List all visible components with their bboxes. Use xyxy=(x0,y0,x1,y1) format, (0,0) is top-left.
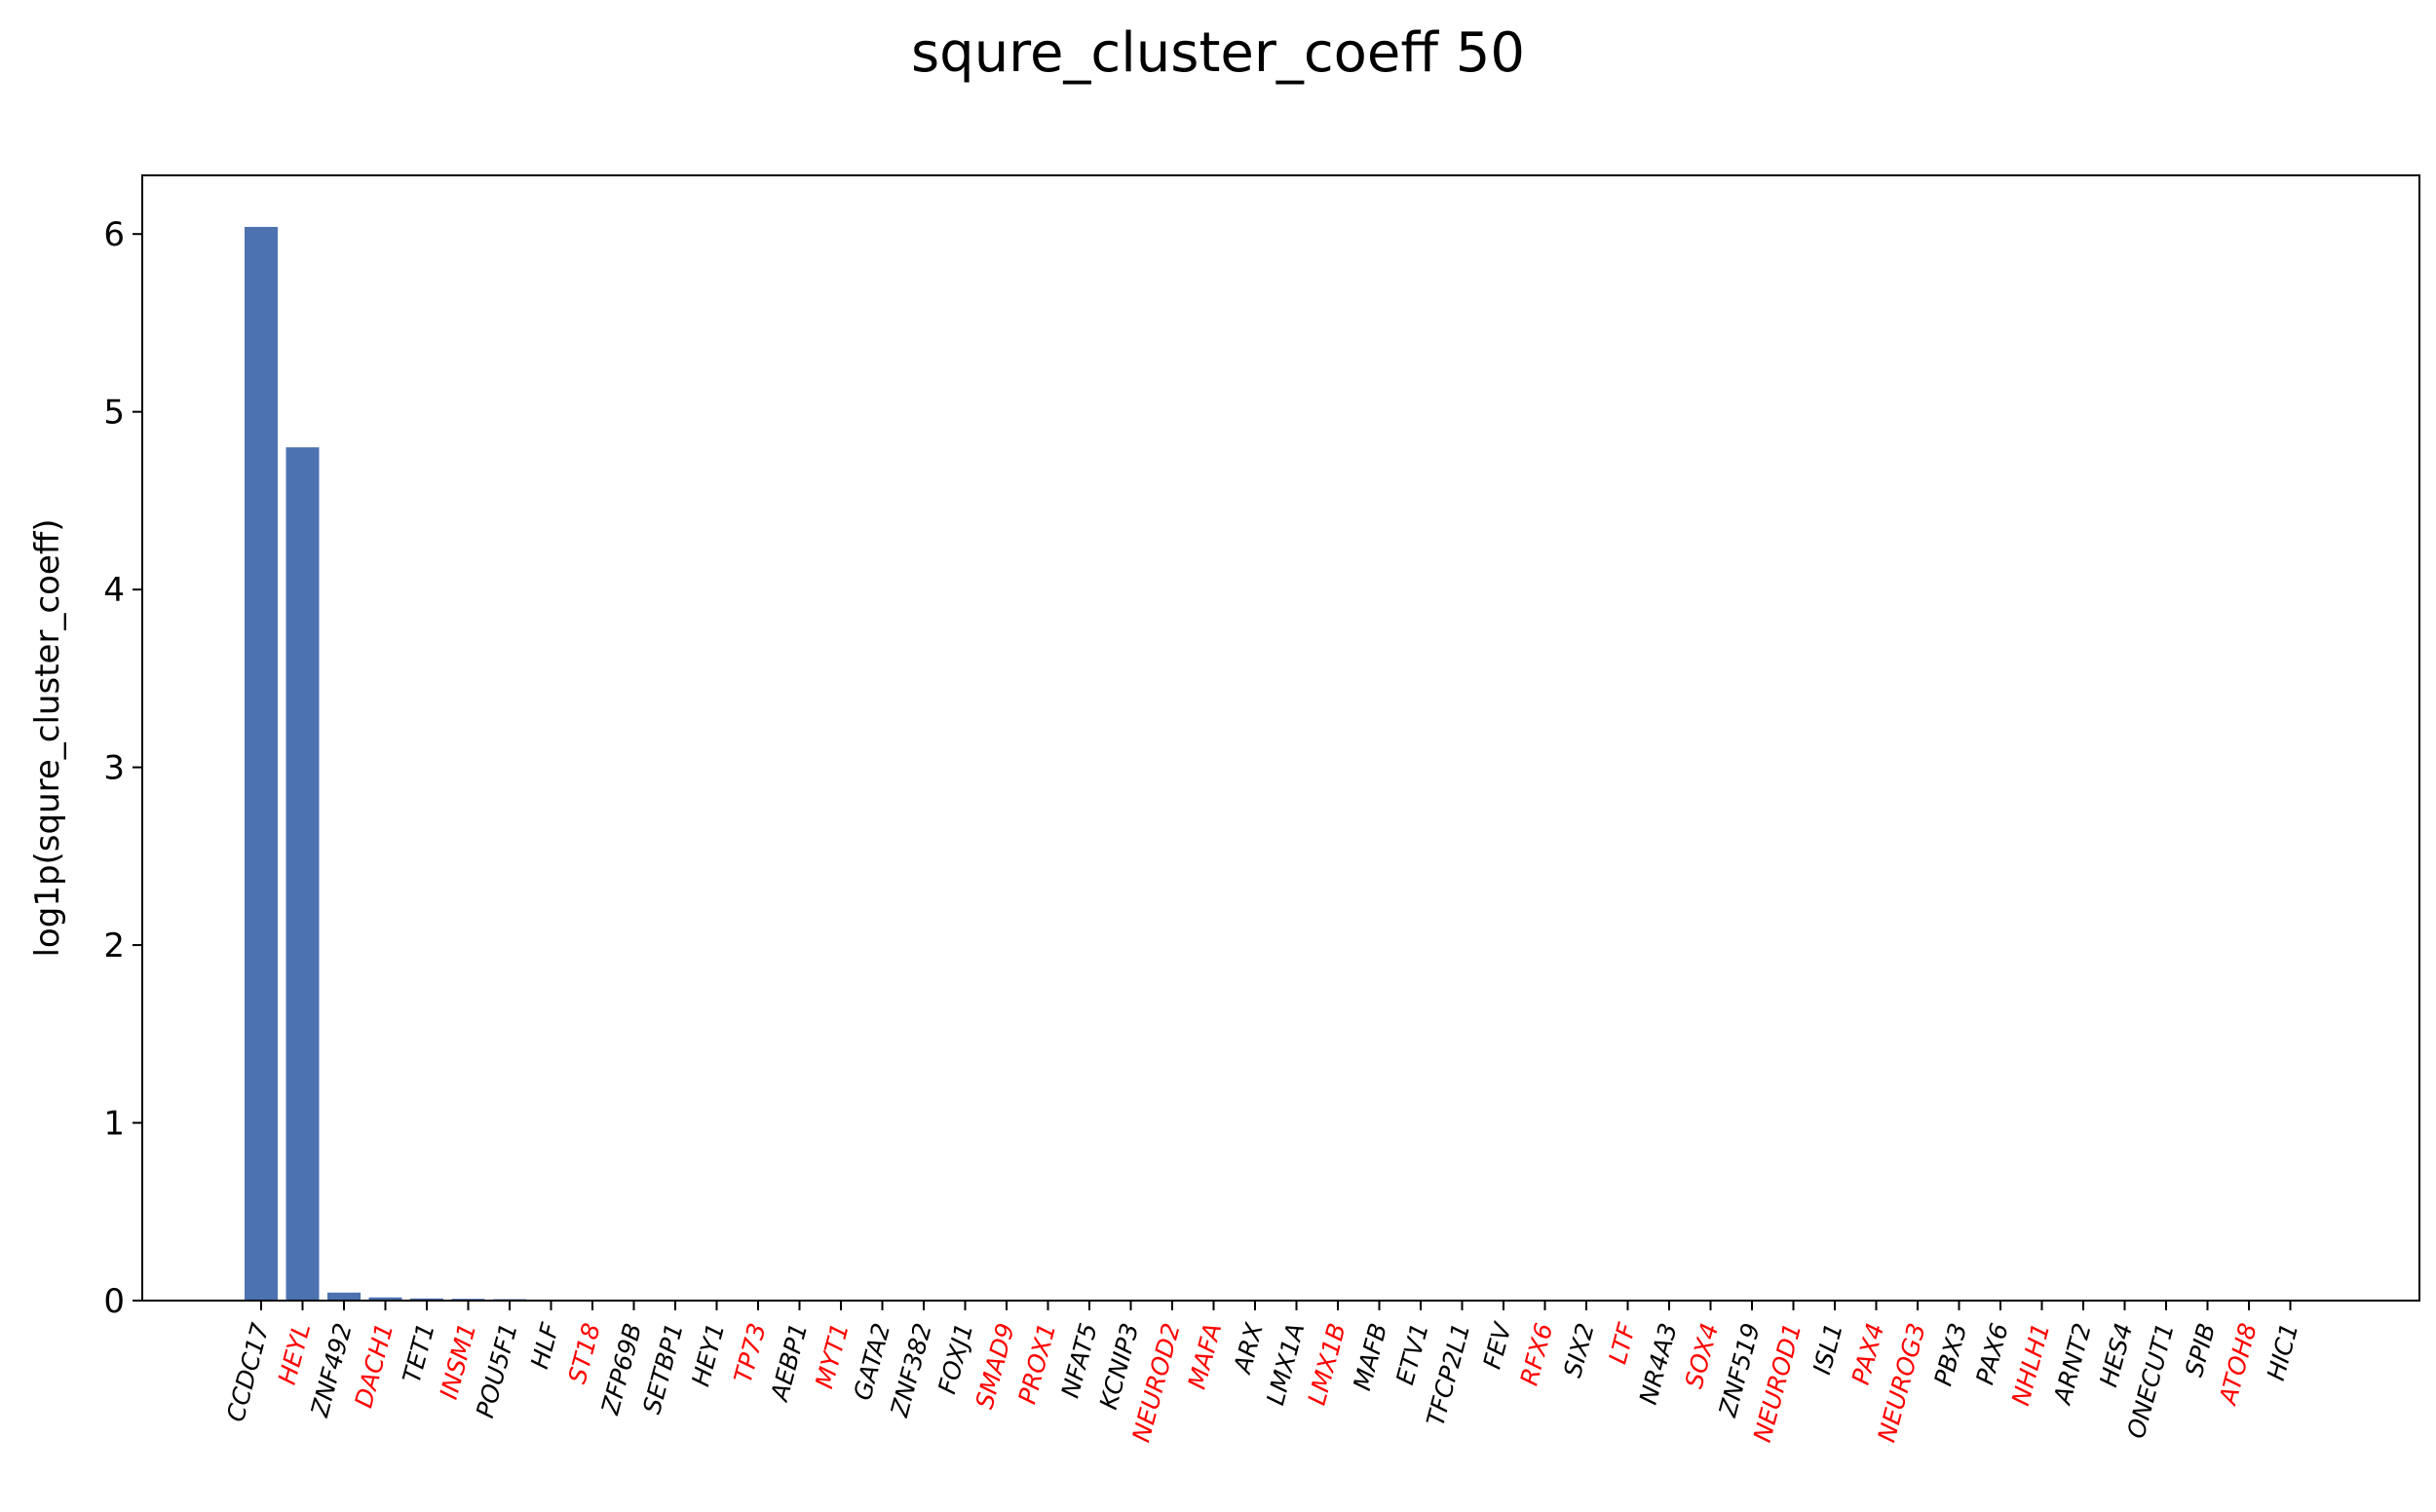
x-tick-label: NR4A3 xyxy=(1634,1320,1683,1408)
x-tick-label: PROX1 xyxy=(1012,1320,1061,1407)
x-tick-label: AEBP1 xyxy=(765,1320,814,1406)
x-tick-label: CCDC17 xyxy=(221,1320,275,1425)
y-axis: 0 1 2 3 4 5 6 xyxy=(103,215,142,1321)
y-tick-label: 6 xyxy=(103,215,125,254)
x-tick-label: ST18 xyxy=(562,1320,605,1386)
x-tick-label: ARX xyxy=(1228,1319,1269,1378)
x-tick-label: FEV xyxy=(1478,1318,1518,1372)
x-tick-label: TET1 xyxy=(398,1320,440,1386)
y-tick-label: 3 xyxy=(103,749,125,788)
x-tick-label: GATA2 xyxy=(848,1320,895,1403)
x-tick-label: HES4 xyxy=(2094,1320,2138,1390)
x-tick-label: SOX4 xyxy=(1680,1320,1725,1391)
x-tick-label: NFAT5 xyxy=(1056,1320,1103,1401)
bar-znf492 xyxy=(327,1292,361,1301)
x-tick-label: PBX3 xyxy=(1928,1320,1972,1389)
y-tick-label: 0 xyxy=(103,1282,125,1321)
x-tick-label: MAFA xyxy=(1183,1320,1228,1392)
x-tick-label: LMX1A xyxy=(1261,1320,1310,1408)
x-tick-label: ISL1 xyxy=(1808,1320,1848,1378)
y-tick-label: 2 xyxy=(103,926,125,965)
x-tick-label: FOXJ1 xyxy=(933,1320,978,1397)
bar-tet1 xyxy=(410,1298,443,1301)
x-tick-label: HEY1 xyxy=(686,1320,730,1389)
y-tick-label: 4 xyxy=(103,571,125,610)
bar-ccdc17 xyxy=(245,226,278,1302)
y-tick-label: 5 xyxy=(103,394,125,433)
y-tick-label: 1 xyxy=(103,1105,125,1144)
x-tick-label: MAFB xyxy=(1348,1320,1392,1393)
x-tick-label: LTF xyxy=(1603,1319,1641,1367)
y-axis-label: log1p(squre_cluster_coeff) xyxy=(28,518,67,957)
bars-group xyxy=(245,226,2307,1302)
x-tick-label: ATOH8 xyxy=(2213,1320,2263,1409)
x-tick-label: PAX4 xyxy=(1846,1320,1890,1387)
x-tick-label: MYT1 xyxy=(810,1320,855,1391)
x-tick-label: ETV1 xyxy=(1390,1320,1434,1387)
x-tick-label: PAX6 xyxy=(1970,1320,2014,1387)
plot-frame xyxy=(141,174,2420,1302)
bar-heyl xyxy=(285,447,320,1301)
x-tick-label: RFX6 xyxy=(1515,1320,1559,1388)
x-tick-label: LMX1B xyxy=(1303,1320,1351,1408)
bar-dach1 xyxy=(368,1297,402,1301)
x-tick-label: NHLH1 xyxy=(2006,1320,2055,1409)
x-tick-label: HIC1 xyxy=(2262,1320,2303,1383)
x-tick-label: HLF xyxy=(525,1319,564,1372)
x-tick-label: TP73 xyxy=(729,1320,772,1386)
x-tick-label: INSM1 xyxy=(435,1320,482,1402)
x-tick-label: SIX2 xyxy=(1558,1320,1600,1380)
x-tick-label: HEYL xyxy=(273,1320,317,1387)
x-tick-label: SPIB xyxy=(2180,1320,2221,1380)
x-tick-label: ARNT2 xyxy=(2047,1320,2096,1409)
x-tick-label: DACH1 xyxy=(349,1320,399,1411)
chart-title: squre_cluster_coeff 50 xyxy=(910,21,1526,85)
